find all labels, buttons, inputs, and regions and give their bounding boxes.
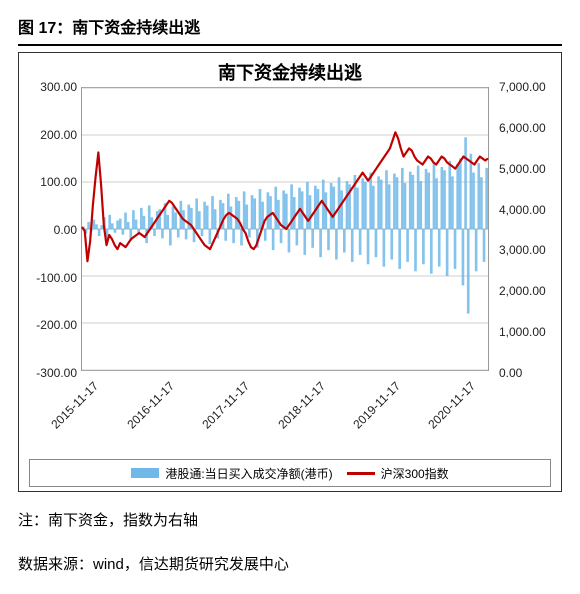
footnote-note: 注：南下资金，指数为右轴 (18, 506, 562, 536)
xtick: 2020-11-17 (426, 379, 479, 432)
legend-swatch-bar (131, 468, 159, 478)
ytick-left: 300.00 (19, 80, 77, 94)
ytick-right: 7,000.00 (493, 80, 561, 94)
ytick-right: 0.00 (493, 366, 561, 380)
xtick: 2015-11-17 (49, 379, 102, 432)
chart-box: 南下资金持续出逃 港股通:当日买入成交净额(港币) 沪深300指数 300.00… (18, 52, 562, 492)
figure-caption: 图 17：南下资金持续出逃 (18, 14, 562, 46)
xtick: 2019-11-17 (350, 379, 403, 432)
legend-item-bar: 港股通:当日买入成交净额(港币) (131, 465, 332, 482)
plot-area (81, 87, 489, 371)
xtick: 2018-11-17 (275, 379, 328, 432)
figure-container: 图 17：南下资金持续出逃 南下资金持续出逃 港股通:当日买入成交净额(港币) … (0, 0, 580, 594)
ytick-right: 5,000.00 (493, 162, 561, 176)
xtick: 2016-11-17 (124, 379, 177, 432)
legend: 港股通:当日买入成交净额(港币) 沪深300指数 (29, 459, 551, 487)
ytick-left: 200.00 (19, 128, 77, 142)
ytick-left: 100.00 (19, 175, 77, 189)
ytick-right: 4,000.00 (493, 203, 561, 217)
ytick-right: 6,000.00 (493, 121, 561, 135)
ytick-right: 2,000.00 (493, 284, 561, 298)
legend-item-line: 沪深300指数 (347, 465, 449, 482)
ytick-left: -100.00 (19, 271, 77, 285)
footnote-source: 数据来源：wind，信达期货研究发展中心 (18, 550, 562, 580)
chart-title: 南下资金持续出逃 (19, 53, 561, 85)
ytick-left: -200.00 (19, 318, 77, 332)
ytick-left: -300.00 (19, 366, 77, 380)
ytick-right: 1,000.00 (493, 325, 561, 339)
ytick-left: 0.00 (19, 223, 77, 237)
ytick-right: 3,000.00 (493, 243, 561, 257)
legend-swatch-line (347, 472, 375, 475)
legend-label-bar: 港股通:当日买入成交净额(港币) (165, 465, 332, 482)
legend-label-line: 沪深300指数 (381, 465, 449, 482)
plot-svg (82, 88, 488, 370)
xtick: 2017-11-17 (199, 379, 252, 432)
